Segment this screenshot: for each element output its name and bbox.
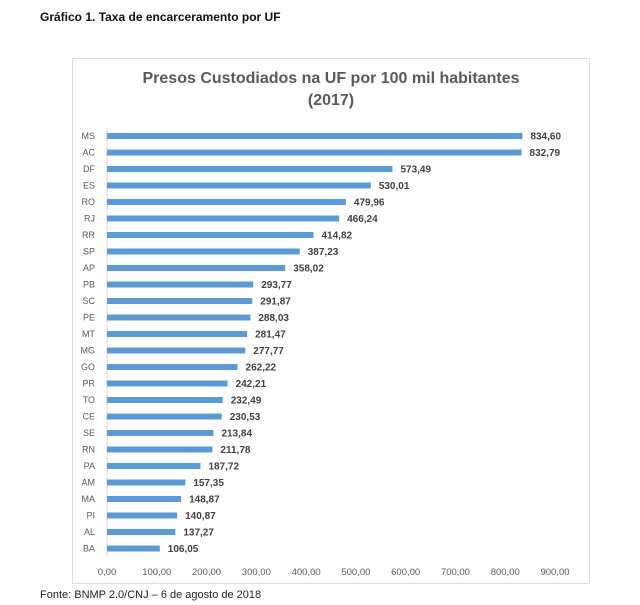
bar-RR bbox=[107, 232, 314, 238]
category-label: MT bbox=[82, 329, 95, 339]
bar-GO bbox=[107, 364, 238, 370]
bar-AP bbox=[107, 265, 286, 271]
value-label: 148,87 bbox=[189, 495, 220, 506]
value-label: 140,87 bbox=[185, 511, 216, 522]
bar-AL bbox=[107, 529, 176, 535]
bar-SC bbox=[107, 298, 253, 304]
bar-SE bbox=[107, 430, 214, 436]
value-label: 293,77 bbox=[261, 280, 292, 291]
category-label: BA bbox=[83, 544, 95, 554]
bar-RJ bbox=[107, 215, 340, 222]
category-label: RN bbox=[82, 445, 95, 455]
chart-title-line-2: (2017) bbox=[307, 92, 355, 109]
x-tick-label: 0,00 bbox=[98, 567, 117, 578]
x-tick-label: 800,00 bbox=[491, 567, 520, 578]
x-tick-label: 900,00 bbox=[540, 567, 569, 578]
bar-RO bbox=[107, 199, 346, 205]
value-label: 262,22 bbox=[246, 363, 277, 374]
bar-PI bbox=[107, 512, 178, 519]
x-tick-label: 500,00 bbox=[341, 567, 370, 578]
category-label: MS bbox=[82, 131, 96, 141]
value-label: 106,05 bbox=[168, 544, 199, 555]
category-label: PB bbox=[83, 280, 95, 290]
value-label: 242,21 bbox=[236, 379, 267, 390]
category-label: PE bbox=[83, 313, 95, 323]
chart-title: Presos Custodiados na UF por 100 mil hab… bbox=[72, 68, 590, 112]
x-tick-label: 100,00 bbox=[142, 567, 171, 578]
value-label: 137,27 bbox=[183, 528, 214, 539]
category-label: ES bbox=[83, 181, 95, 191]
bar-CE bbox=[107, 413, 222, 420]
value-label: 211,78 bbox=[220, 445, 250, 456]
bar-TO bbox=[107, 397, 223, 403]
bar-ES bbox=[107, 182, 371, 189]
x-tick-label: 400,00 bbox=[292, 567, 321, 578]
category-label: SC bbox=[82, 296, 95, 306]
chart-frame bbox=[72, 58, 590, 584]
bar-AC bbox=[107, 149, 522, 156]
value-label: 834,60 bbox=[530, 132, 561, 143]
category-label: DF bbox=[83, 164, 95, 174]
bar-MA bbox=[107, 496, 182, 502]
value-label: 387,23 bbox=[308, 247, 339, 258]
value-label: 479,96 bbox=[354, 198, 385, 209]
figure-heading: Gráfico 1. Taxa de encarceramento por UF bbox=[40, 10, 281, 24]
x-tick-label: 300,00 bbox=[242, 567, 271, 578]
category-label: RO bbox=[82, 197, 96, 207]
category-label: AL bbox=[84, 527, 95, 537]
bar-SP bbox=[107, 248, 300, 255]
value-label: 291,87 bbox=[260, 297, 291, 308]
category-label: AC bbox=[82, 148, 95, 158]
category-label: PI bbox=[86, 511, 95, 521]
value-label: 230,53 bbox=[230, 412, 261, 423]
value-label: 530,01 bbox=[379, 181, 410, 192]
value-label: 573,49 bbox=[400, 165, 431, 176]
bar-PR bbox=[107, 380, 228, 387]
bar-MS bbox=[107, 133, 523, 139]
category-label: AM bbox=[82, 478, 96, 488]
x-tick-label: 700,00 bbox=[441, 567, 470, 578]
category-label: PR bbox=[82, 379, 95, 389]
category-label: CE bbox=[82, 412, 95, 422]
value-label: 832,79 bbox=[530, 148, 561, 159]
value-label: 414,82 bbox=[321, 231, 352, 242]
category-label: SP bbox=[83, 247, 95, 257]
bar-PA bbox=[107, 463, 201, 469]
category-label: MA bbox=[82, 494, 96, 504]
bar-MT bbox=[107, 331, 248, 337]
value-label: 358,02 bbox=[293, 264, 324, 275]
value-label: 277,77 bbox=[253, 346, 284, 357]
bar-DF bbox=[107, 166, 393, 172]
bar-BA bbox=[107, 545, 160, 552]
category-label: RJ bbox=[84, 214, 95, 224]
value-label: 466,24 bbox=[347, 214, 378, 225]
category-label: GO bbox=[81, 362, 95, 372]
x-tick-label: 600,00 bbox=[391, 567, 420, 578]
x-tick-label: 200,00 bbox=[192, 567, 221, 578]
value-label: 232,49 bbox=[231, 396, 262, 407]
bar-AM bbox=[107, 479, 186, 486]
value-label: 288,03 bbox=[258, 313, 289, 324]
bar-MG bbox=[107, 347, 246, 354]
value-label: 187,72 bbox=[208, 462, 239, 473]
value-label: 281,47 bbox=[255, 330, 286, 341]
value-label: 213,84 bbox=[221, 429, 252, 440]
chart-title-line-1: Presos Custodiados na UF por 100 mil hab… bbox=[142, 70, 520, 87]
bar-RN bbox=[107, 446, 213, 453]
category-label: MG bbox=[81, 346, 96, 356]
bar-PB bbox=[107, 281, 254, 288]
value-label: 157,35 bbox=[193, 478, 224, 489]
bar-PE bbox=[107, 314, 251, 321]
category-label: SE bbox=[83, 428, 95, 438]
category-label: RR bbox=[82, 230, 95, 240]
source-note: Fonte: BNMP 2.0/CNJ – 6 de agosto de 201… bbox=[40, 589, 262, 601]
category-label: AP bbox=[83, 263, 95, 273]
category-label: TO bbox=[83, 395, 95, 405]
category-label: PA bbox=[84, 461, 95, 471]
